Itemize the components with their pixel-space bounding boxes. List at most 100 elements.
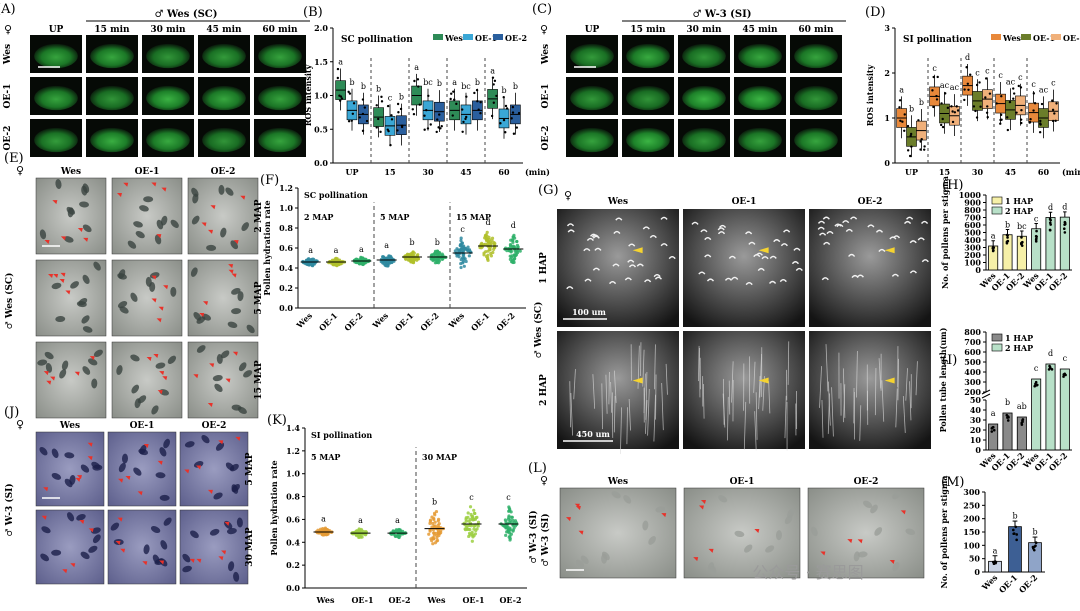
data-point: [449, 97, 452, 101]
data-point: [425, 108, 428, 112]
pollen-tube-strand: [605, 374, 608, 414]
data-point: [316, 528, 320, 532]
pollen-tube-strand: [759, 353, 762, 398]
data-point: [975, 83, 979, 87]
data-point: [1006, 236, 1009, 239]
data-point: [999, 113, 1003, 117]
row-label: OE-1: [541, 84, 551, 109]
data-point: [1048, 228, 1052, 232]
significance-letter: ac: [940, 81, 950, 90]
data-point: [509, 238, 513, 242]
data-point: [1012, 87, 1015, 90]
anther-glow: [626, 43, 670, 69]
data-point: [464, 259, 468, 264]
pollen-grain: [196, 345, 206, 353]
pollen-tube-strand: [654, 344, 656, 390]
data-point: [482, 242, 486, 247]
data-point: [939, 123, 943, 127]
pollen-grain: [220, 227, 227, 238]
pollen-grain: [170, 286, 177, 297]
arrowhead-marker: [117, 517, 123, 522]
pollen-tube-strand: [645, 400, 648, 434]
arrowhead-marker: [163, 285, 169, 290]
data-point: [416, 78, 420, 81]
pollen-streak: [584, 278, 592, 282]
pollen-streak: [642, 226, 650, 230]
pollen-grain: [40, 553, 50, 562]
significance-letter: b: [513, 82, 518, 91]
data-point: [963, 88, 966, 91]
pollen-streak: [878, 248, 886, 252]
pollen-grain: [116, 365, 123, 375]
significance-letter: a: [414, 63, 419, 72]
arrowhead-marker: [153, 354, 159, 359]
data-point: [476, 520, 481, 524]
x-tick-label: 30: [422, 167, 434, 177]
y-tick-label: 0.0: [286, 583, 300, 593]
data-point: [432, 531, 436, 535]
anther-glow: [90, 127, 134, 153]
data-point: [459, 261, 463, 266]
pollen-streak: [594, 247, 602, 251]
pollen-streak: [615, 217, 623, 221]
pollen-streak: [668, 255, 676, 260]
arrowhead-marker: [89, 356, 95, 361]
pollen-grain: [201, 434, 210, 444]
y-tick-label: 1.5: [314, 57, 328, 67]
data-point: [359, 527, 363, 532]
arrowhead-marker: [693, 557, 699, 562]
data-point: [1049, 218, 1052, 222]
panel-a: (A) ♀ ♂ Wes (SC) UP 15 min 30 min 45 min 60 min…: [0, 2, 310, 157]
anther-glow: [202, 43, 246, 69]
data-point: [1015, 111, 1018, 114]
x-tick-label: 15: [384, 167, 395, 177]
panel-letter: (C): [532, 2, 552, 17]
pollen-streak: [826, 230, 834, 235]
pollen-grain: [863, 500, 873, 508]
chart-title: SC pollination: [341, 35, 413, 45]
x-tick-label: Wes: [446, 310, 467, 331]
column-label: 15 min: [630, 25, 666, 35]
x-tick-label: OE-2: [1017, 572, 1040, 595]
significance-letter: c: [1034, 364, 1039, 373]
pollen-streak: [745, 281, 753, 286]
pollen-streak: [822, 216, 830, 220]
data-point: [455, 102, 458, 106]
pollen-streak: [724, 277, 733, 281]
legend-swatch: [991, 333, 1003, 342]
y-tick-label: 0.8: [286, 492, 300, 502]
data-point: [459, 265, 463, 270]
data-point: [1005, 241, 1009, 245]
data-point: [436, 519, 440, 523]
data-point: [909, 134, 912, 138]
watermark-text: 公众号 · 赛思图: [752, 563, 863, 582]
pollen-grain: [655, 506, 666, 513]
significance-letter: c: [1018, 73, 1023, 82]
legend-swatch: [991, 196, 1003, 205]
significance-letter: ac: [1039, 85, 1049, 94]
pollen-tube-strand: [827, 393, 830, 434]
pollen-streak: [842, 220, 850, 224]
scale-bar-label: 450 um: [576, 429, 610, 439]
pollen-tube-strand: [768, 381, 771, 414]
significance-letter: b: [409, 238, 414, 247]
pollen-tube-strand: [878, 358, 882, 389]
significance-letter: b: [475, 78, 480, 87]
arrowhead-marker: [159, 371, 165, 376]
micrograph-tile: [809, 209, 931, 327]
pollen-streak: [609, 280, 617, 285]
data-point: [991, 246, 995, 249]
y-tick-label: 300: [964, 377, 981, 387]
anther-glow: [682, 127, 726, 153]
anther-glow: [258, 127, 302, 153]
legend-swatch: [463, 34, 473, 40]
y-tick-label: 400: [964, 367, 981, 377]
data-point: [463, 257, 467, 261]
pollen-tube-strand: [897, 358, 899, 401]
panel-letter: (L): [528, 461, 547, 476]
arrowhead-marker: [146, 356, 152, 361]
pollen-grain: [775, 530, 783, 541]
pollen-grain: [127, 240, 137, 249]
pollen-tube-strand: [743, 401, 747, 450]
pollen-tube-strand: [569, 381, 572, 428]
